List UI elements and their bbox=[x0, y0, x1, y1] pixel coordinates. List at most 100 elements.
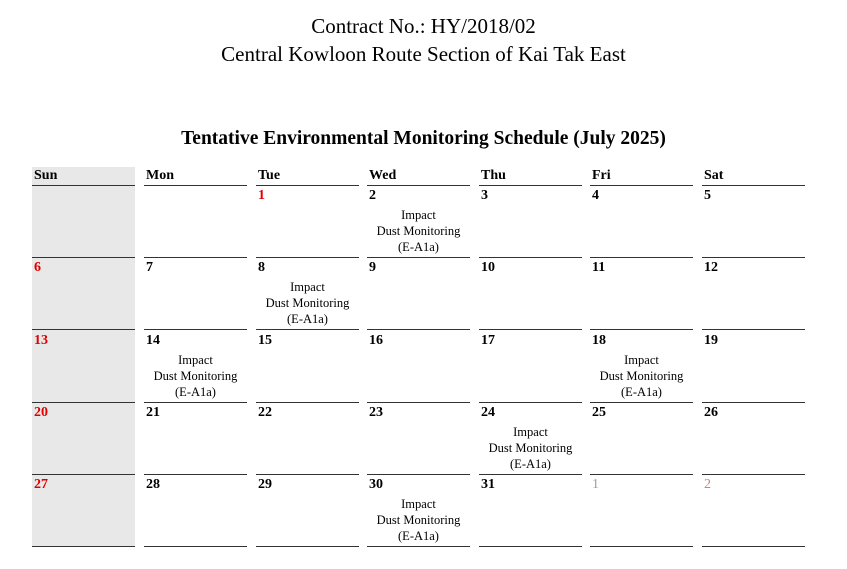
event-line: (E-A1a) bbox=[398, 240, 439, 254]
event-line: Dust Monitoring bbox=[376, 513, 461, 528]
day-number: 17 bbox=[481, 332, 495, 348]
day-number: 3 bbox=[481, 188, 488, 203]
day-number: 6 bbox=[34, 260, 41, 276]
calendar-day-cell: 11 bbox=[590, 258, 693, 331]
calendar-day-cell: 8 Impact Dust Monitoring (E-A1a) bbox=[256, 258, 359, 331]
calendar-day-cell: 31 bbox=[479, 475, 582, 548]
event-line: Dust Monitoring bbox=[376, 224, 461, 238]
day-number: 1 bbox=[592, 477, 599, 493]
day-number: 18 bbox=[592, 332, 606, 348]
day-number: 26 bbox=[704, 404, 718, 420]
calendar-day-cell: 1 bbox=[590, 475, 693, 548]
event-line: Dust Monitoring bbox=[488, 440, 573, 455]
calendar-day-cell: 24 Impact Dust Monitoring (E-A1a) bbox=[479, 403, 582, 475]
event-line: Dust Monitoring bbox=[153, 368, 238, 383]
day-number: 23 bbox=[369, 404, 383, 420]
day-number: 13 bbox=[34, 332, 48, 348]
day-number: 10 bbox=[481, 260, 495, 276]
day-number: 21 bbox=[146, 404, 160, 420]
day-number: 15 bbox=[258, 332, 272, 348]
weekday-header-tue: Tue bbox=[256, 168, 359, 186]
day-number: 8 bbox=[258, 260, 265, 276]
day-number: 19 bbox=[704, 332, 718, 348]
schedule-title: Tentative Environmental Monitoring Sched… bbox=[181, 128, 666, 149]
calendar-day-cell: 30 Impact Dust Monitoring (E-A1a) bbox=[367, 475, 470, 548]
day-number: 16 bbox=[369, 332, 383, 348]
day-number: 29 bbox=[258, 477, 272, 493]
day-number: 11 bbox=[592, 260, 606, 276]
event-line: Impact bbox=[401, 497, 436, 512]
event-line: (E-A1a) bbox=[175, 384, 216, 399]
monitoring-event: Impact Dust Monitoring (E-A1a) bbox=[479, 424, 582, 472]
calendar-day-cell: 7 bbox=[144, 258, 247, 331]
day-number: 1 bbox=[258, 188, 265, 203]
day-number: 5 bbox=[704, 188, 711, 203]
calendar-day-cell: 9 bbox=[367, 258, 470, 331]
calendar-day-cell: 5 bbox=[702, 186, 805, 258]
monitoring-event: Impact Dust Monitoring (E-A1a) bbox=[367, 496, 470, 544]
event-line: Impact bbox=[290, 280, 325, 295]
day-number: 12 bbox=[704, 260, 718, 276]
contract-number: Contract No.: HY/2018/02 bbox=[311, 14, 536, 38]
sunday-column-background bbox=[32, 167, 135, 547]
day-number: 2 bbox=[704, 477, 711, 493]
calendar-day-cell: 16 bbox=[367, 331, 470, 403]
event-line: Impact bbox=[624, 352, 659, 367]
calendar-day-cell: 2 Impact Dust Monitoring (E-A1a) bbox=[367, 186, 470, 258]
weekday-header-thu: Thu bbox=[479, 168, 582, 186]
event-line: Dust Monitoring bbox=[265, 296, 350, 311]
day-number: 4 bbox=[592, 188, 599, 203]
calendar-day-cell: 22 bbox=[256, 403, 359, 475]
monitoring-event: Impact Dust Monitoring (E-A1a) bbox=[367, 207, 470, 255]
weekday-header-sat: Sat bbox=[702, 168, 805, 186]
calendar-day-cell: 15 bbox=[256, 331, 359, 403]
calendar-day-cell: 29 bbox=[256, 475, 359, 548]
calendar-day-cell: 2 bbox=[702, 475, 805, 548]
calendar-day-cell: 13 bbox=[32, 331, 135, 403]
event-line: Dust Monitoring bbox=[599, 368, 684, 383]
day-number: 22 bbox=[258, 404, 272, 420]
calendar-day-cell bbox=[32, 186, 135, 258]
day-number: 20 bbox=[34, 404, 48, 420]
monitoring-event: Impact Dust Monitoring (E-A1a) bbox=[144, 352, 247, 400]
calendar-day-cell: 25 bbox=[590, 403, 693, 475]
day-number: 27 bbox=[34, 477, 48, 493]
event-line: (E-A1a) bbox=[621, 384, 662, 399]
weekday-header-wed: Wed bbox=[367, 168, 470, 186]
day-number: 7 bbox=[146, 260, 153, 276]
calendar-day-cell: 18 Impact Dust Monitoring (E-A1a) bbox=[590, 331, 693, 403]
calendar-day-cell: 27 bbox=[32, 475, 135, 548]
day-number: 28 bbox=[146, 477, 160, 493]
calendar-day-cell bbox=[144, 186, 247, 258]
calendar-day-cell: 28 bbox=[144, 475, 247, 548]
event-line: (E-A1a) bbox=[398, 529, 439, 544]
project-name: Central Kowloon Route Section of Kai Tak… bbox=[221, 42, 626, 66]
calendar-day-cell: 6 bbox=[32, 258, 135, 331]
calendar-day-cell: 26 bbox=[702, 403, 805, 475]
calendar-day-cell: 14 Impact Dust Monitoring (E-A1a) bbox=[144, 331, 247, 403]
calendar-day-cell: 10 bbox=[479, 258, 582, 331]
calendar-day-cell: 1 bbox=[256, 186, 359, 258]
event-line: (E-A1a) bbox=[510, 456, 551, 471]
event-line: Impact bbox=[178, 352, 213, 367]
calendar-day-cell: 3 bbox=[479, 186, 582, 258]
day-number: 9 bbox=[369, 260, 376, 276]
day-number: 24 bbox=[481, 404, 495, 420]
calendar-day-cell: 12 bbox=[702, 258, 805, 331]
weekday-header-mon: Mon bbox=[144, 168, 247, 186]
calendar-day-cell: 20 bbox=[32, 403, 135, 475]
calendar-day-cell: 4 bbox=[590, 186, 693, 258]
event-line: Impact bbox=[513, 424, 548, 439]
calendar-day-cell: 21 bbox=[144, 403, 247, 475]
event-line: (E-A1a) bbox=[287, 312, 328, 327]
day-number: 30 bbox=[369, 477, 383, 493]
weekday-header-fri: Fri bbox=[590, 168, 693, 186]
calendar-day-cell: 23 bbox=[367, 403, 470, 475]
day-number: 25 bbox=[592, 404, 606, 420]
day-number: 14 bbox=[146, 332, 160, 348]
day-number: 31 bbox=[481, 477, 495, 493]
event-line: Impact bbox=[401, 208, 436, 222]
calendar-day-cell: 17 bbox=[479, 331, 582, 403]
monitoring-event: Impact Dust Monitoring (E-A1a) bbox=[256, 279, 359, 327]
weekday-header-sun: Sun bbox=[32, 168, 135, 186]
